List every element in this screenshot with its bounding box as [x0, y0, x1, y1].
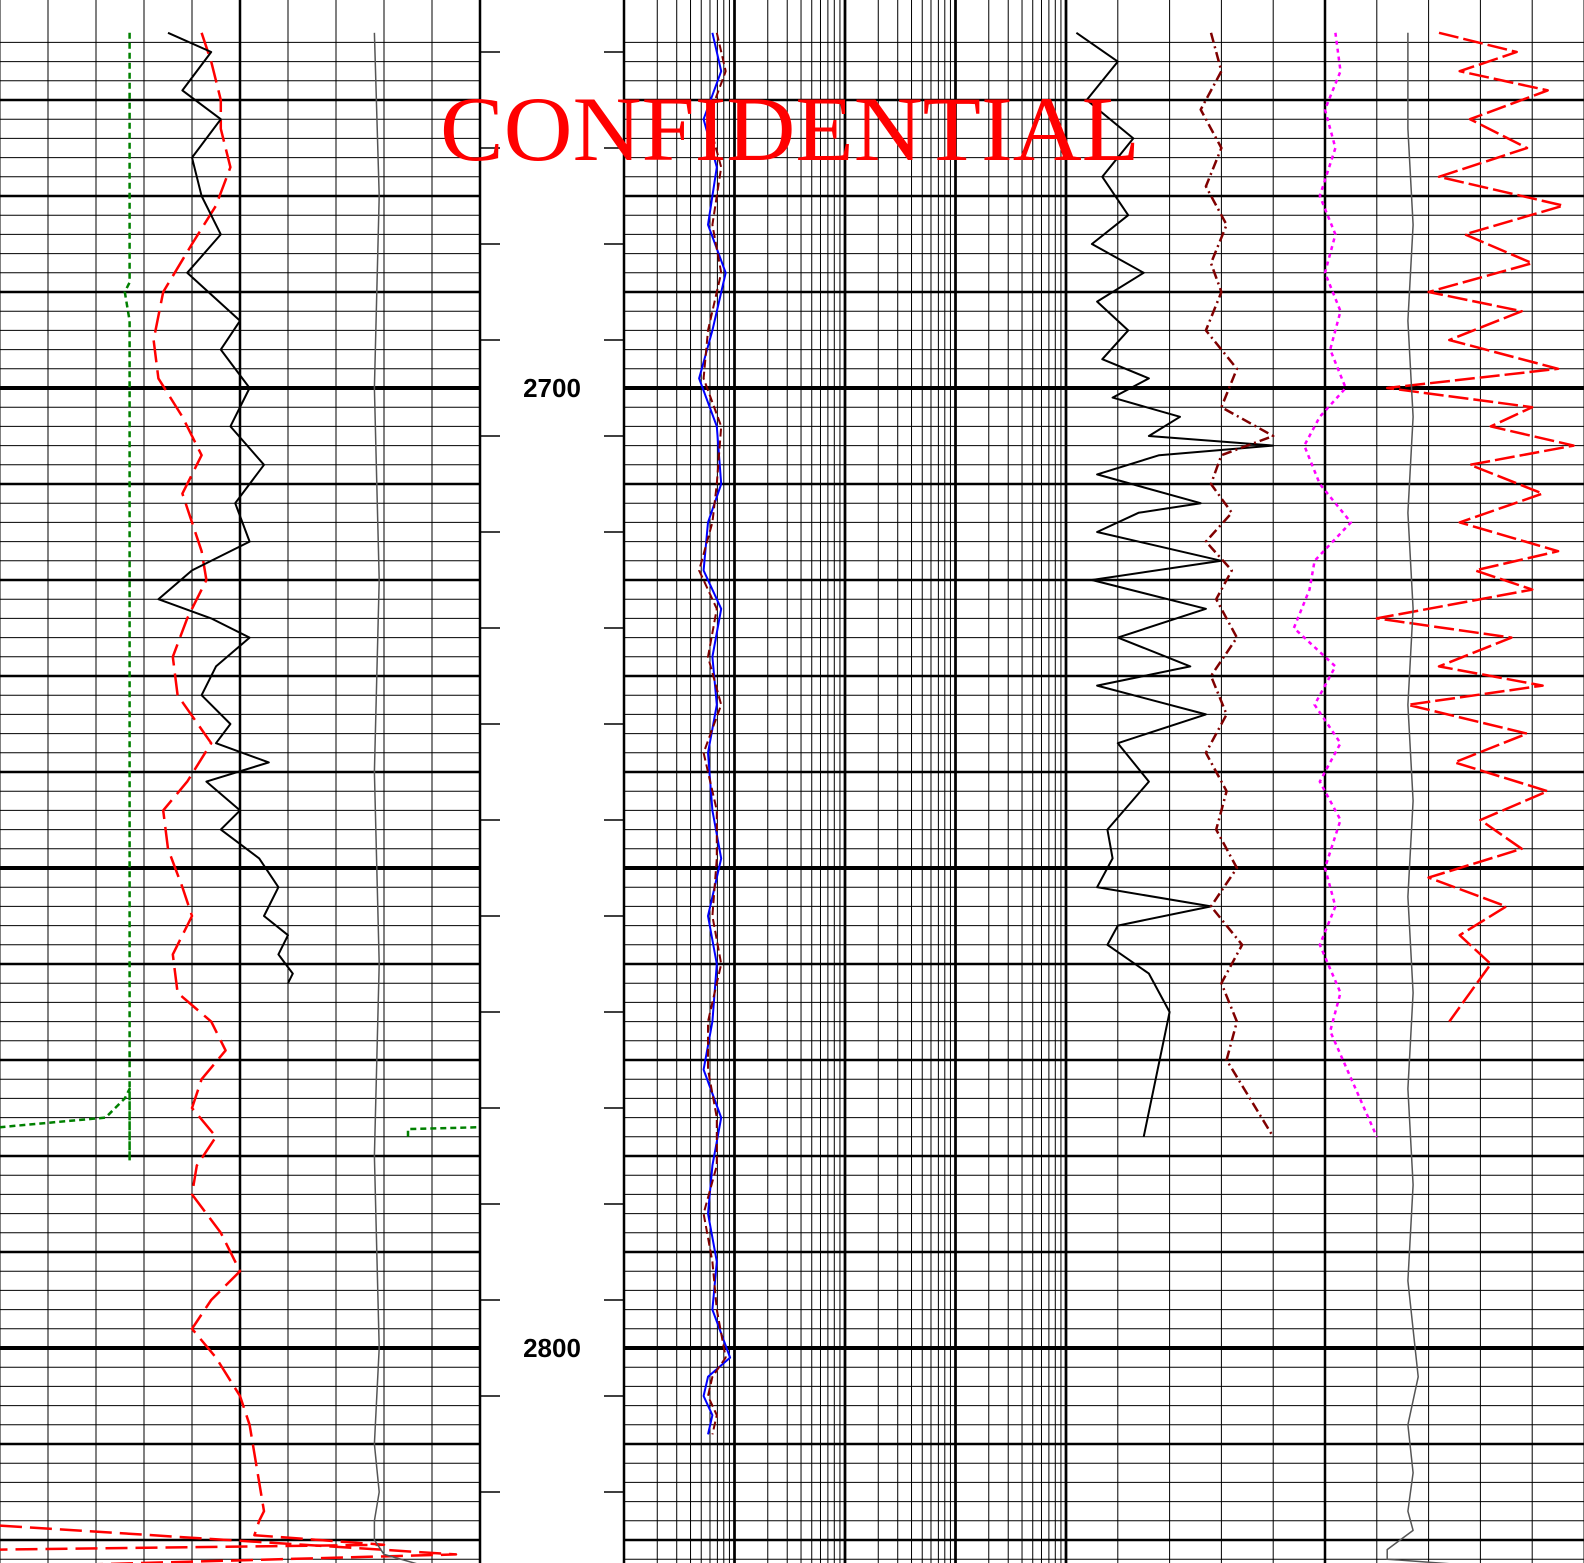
- track-1-curve-green-0: [0, 32, 131, 1163]
- depth-label-2700: 2700: [523, 373, 581, 403]
- track-3-curve-maroon-1: [1199, 32, 1275, 1138]
- track-1-curve-gray-5: [373, 32, 417, 1563]
- track-1-curve-black-4: [157, 31, 294, 984]
- track-2-curve-maroon-1: [698, 32, 727, 1435]
- track-3-curve-red-3: [1375, 31, 1575, 1023]
- depth-column: 2700 2800: [480, 51, 624, 1493]
- track-3-curve-black-0: [1075, 31, 1275, 1138]
- confidential-watermark: CONFIDENTIAL: [440, 78, 1140, 180]
- curve-layer: [0, 31, 1575, 1563]
- depth-label-2800: 2800: [523, 1333, 581, 1363]
- track-1-curve-red-2: [0, 32, 386, 1551]
- track-1-curve-green-1: [406, 1125, 481, 1137]
- track-1-curve-red-3: [0, 1524, 458, 1563]
- track-3-curve-gray-4: [1386, 32, 1450, 1563]
- track-3-curve-magenta-2: [1292, 32, 1378, 1138]
